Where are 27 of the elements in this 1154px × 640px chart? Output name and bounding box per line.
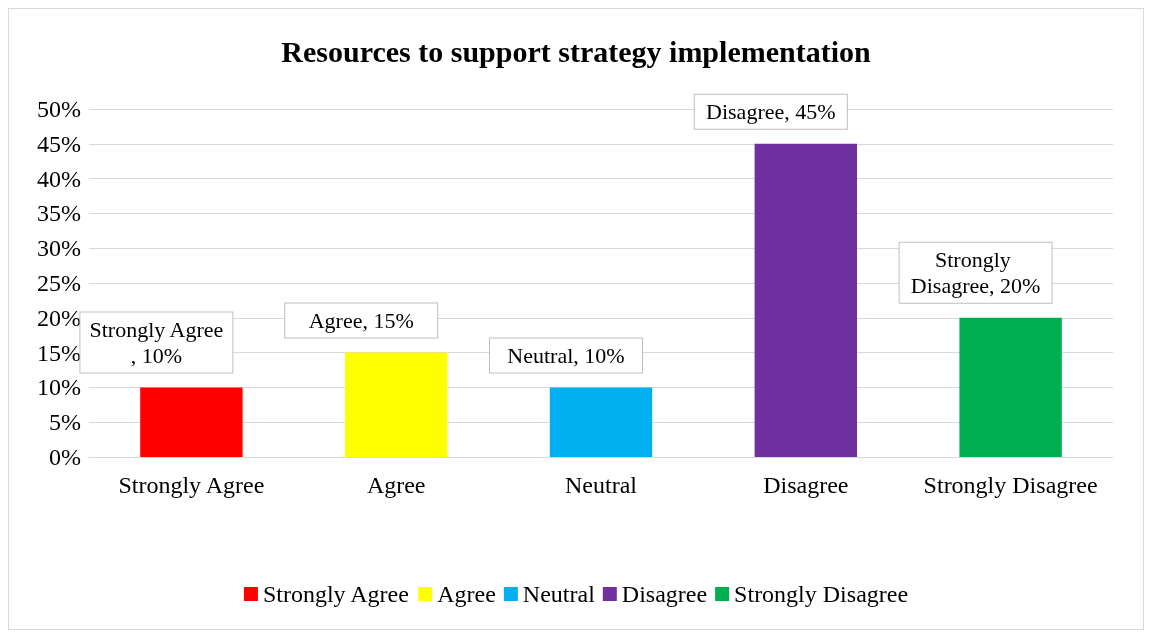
x-tick-label: Strongly Disagree xyxy=(923,472,1098,498)
legend-label: Neutral xyxy=(522,581,596,607)
y-tick-label: 40% xyxy=(37,165,81,192)
y-tick-label: 25% xyxy=(37,270,81,296)
legend-label: Strongly Disagree xyxy=(734,581,909,607)
legend-label: Strongly Agree xyxy=(262,581,409,607)
y-tick-label: 20% xyxy=(37,304,81,331)
x-tick-label: Strongly Agree xyxy=(118,472,265,498)
legend-label: Disagree xyxy=(621,581,708,607)
data-label: Agree, 15% xyxy=(308,308,414,334)
legend-label: Agree xyxy=(437,581,496,607)
data-label: Disagree, 45% xyxy=(706,99,836,125)
y-tick-label: 35% xyxy=(37,200,81,227)
data-label: Neutral, 10% xyxy=(507,342,625,368)
data-label: Strongly Disagree, 20% xyxy=(910,247,1041,299)
x-tick-label: Disagree xyxy=(763,472,849,498)
x-tick-label: Neutral xyxy=(565,472,638,498)
y-tick-label: 45% xyxy=(37,130,81,157)
data-label: Strongly Agree, 10% xyxy=(89,316,224,368)
y-tick-label: 10% xyxy=(37,374,81,401)
chart-title: Resources to support strategy implementation xyxy=(281,34,871,68)
x-tick-label: Agree xyxy=(366,472,426,498)
y-tick-label: 15% xyxy=(37,339,81,366)
y-tick-label: 50% xyxy=(37,96,81,122)
y-tick-label: 0% xyxy=(49,444,81,470)
y-tick-label: 30% xyxy=(37,235,81,262)
y-tick-label: 5% xyxy=(49,409,81,436)
